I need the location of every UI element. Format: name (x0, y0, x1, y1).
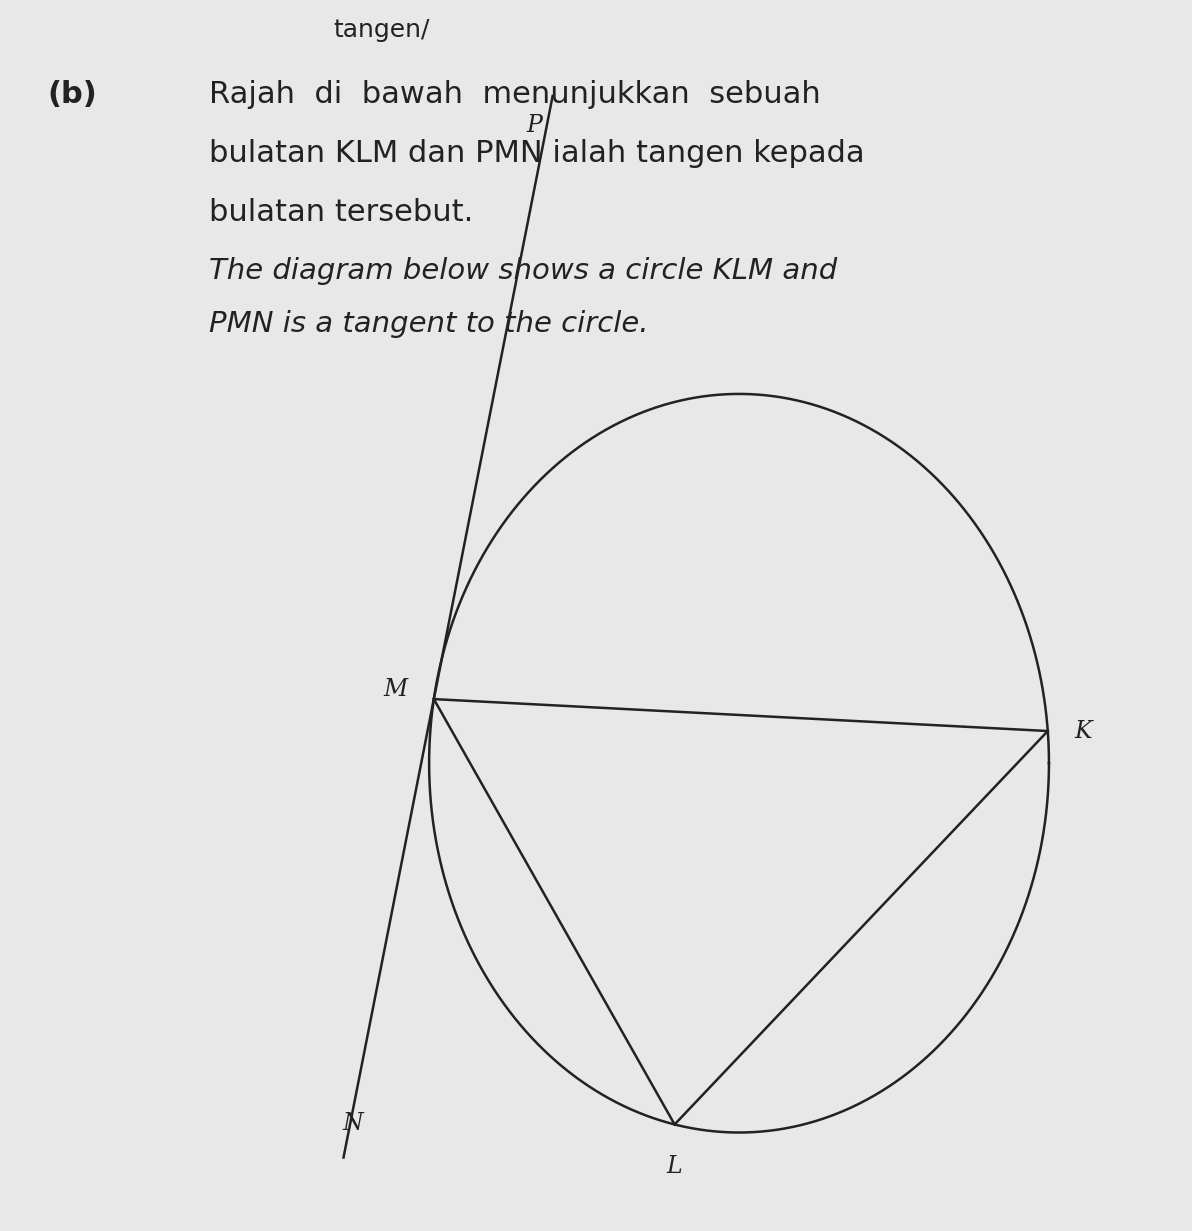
Text: bulatan tersebut.: bulatan tersebut. (209, 198, 473, 228)
Text: L: L (666, 1155, 683, 1178)
Text: P: P (527, 114, 542, 138)
Text: bulatan KLM dan PMN ialah tangen kepada: bulatan KLM dan PMN ialah tangen kepada (209, 139, 864, 169)
Text: Rajah  di  bawah  menunjukkan  sebuah: Rajah di bawah menunjukkan sebuah (209, 80, 820, 110)
Text: M: M (384, 678, 408, 700)
Text: N: N (343, 1113, 364, 1135)
Text: tangen/: tangen/ (334, 18, 430, 42)
Text: PMN is a tangent to the circle.: PMN is a tangent to the circle. (209, 310, 648, 339)
Text: The diagram below shows a circle KLM and: The diagram below shows a circle KLM and (209, 257, 837, 286)
Text: (b): (b) (48, 80, 98, 110)
Text: K: K (1074, 720, 1092, 742)
